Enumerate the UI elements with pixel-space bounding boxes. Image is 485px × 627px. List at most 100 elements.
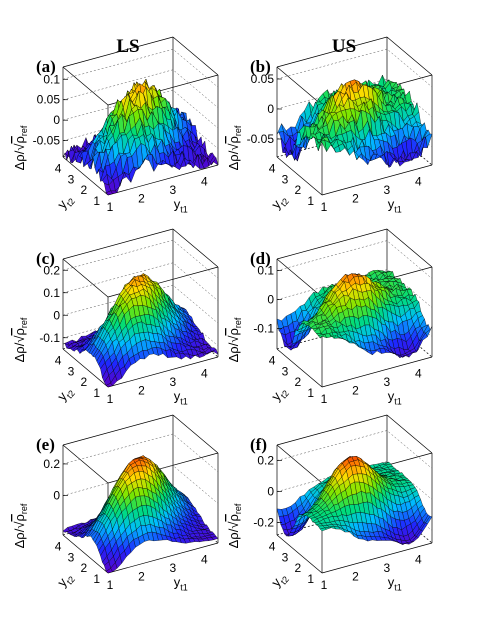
y-tick-label: 1 <box>307 194 314 208</box>
x-axis-title: yt1 <box>388 197 402 215</box>
surface-mesh <box>62 78 219 196</box>
x-tick-label: 2 <box>352 569 359 583</box>
y-axis-title: yt2 <box>268 569 291 591</box>
z-gridline <box>62 48 219 88</box>
box-edge <box>276 414 388 446</box>
y-tick-label: 1 <box>93 572 100 586</box>
y-tick-label: 2 <box>80 375 87 389</box>
z-gridline <box>62 433 219 473</box>
x-tick-label: 2 <box>352 191 359 205</box>
z-tick-label: 0.1 <box>257 264 274 278</box>
y-axis-title: yt2 <box>54 191 77 213</box>
z-tick-label: -0.1 <box>253 322 274 336</box>
box-edge <box>172 414 219 454</box>
box-edge <box>276 348 323 388</box>
surface-cell <box>319 139 327 152</box>
y-tick-label: 4 <box>269 161 276 175</box>
y-tick-label: 1 <box>93 194 100 208</box>
y-tick-label: 3 <box>282 550 289 564</box>
x-tick-label: 4 <box>415 366 422 380</box>
y-axis-title: yt2 <box>268 191 291 213</box>
panel-label: (d) <box>250 249 271 268</box>
box-edge <box>276 66 323 106</box>
z-tick-label: 0.2 <box>43 457 60 471</box>
z-gridline <box>62 110 219 149</box>
box-edge <box>276 444 323 484</box>
y-tick-label: 2 <box>294 375 301 389</box>
x-axis-title: yt1 <box>388 575 402 593</box>
z-tick-label: -0.1 <box>39 331 60 345</box>
y-tick-label: 2 <box>294 561 301 575</box>
x-tick-label: 1 <box>107 578 114 592</box>
y-tick-label: 3 <box>68 172 75 186</box>
surface-mesh <box>276 269 433 359</box>
z-tick-label: -0.05 <box>33 134 61 148</box>
y-tick-label: 3 <box>282 172 289 186</box>
box-edge <box>276 228 388 260</box>
x-tick-label: 4 <box>415 552 422 566</box>
x-axis-title: yt1 <box>174 197 188 215</box>
box-edge <box>321 356 433 388</box>
y-tick-label: 4 <box>269 353 276 367</box>
z-axis-title: Δρ/√ρref <box>226 125 243 170</box>
panel-label: (f) <box>250 435 267 454</box>
y-tick-label: 4 <box>55 353 62 367</box>
x-tick-label: 4 <box>201 552 208 566</box>
box-edge <box>62 534 109 574</box>
z-axis-title: Δρ/√ρref <box>226 503 243 548</box>
z-tick-label: -0.05 <box>247 132 275 146</box>
z-gridline <box>62 69 219 108</box>
box-edge <box>107 356 219 388</box>
y-tick-label: 2 <box>80 183 87 197</box>
column-header-us: US <box>332 36 356 57</box>
z-axis-title: Δρ/√ρref <box>12 503 29 548</box>
x-tick-label: 4 <box>415 174 422 188</box>
z-gridline <box>62 89 219 129</box>
surface-cell <box>105 382 113 388</box>
z-tick-label: 0 <box>267 102 274 116</box>
z-axis-title: Δρ/√ρref <box>12 125 29 170</box>
y-tick-label: 3 <box>68 550 75 564</box>
x-tick-label: 3 <box>170 183 177 197</box>
panel-label: (c) <box>36 249 55 268</box>
x-tick-label: 4 <box>201 174 208 188</box>
x-tick-label: 2 <box>138 383 145 397</box>
z-tick-label: 0 <box>53 308 60 322</box>
box-edge <box>62 228 174 260</box>
y-tick-label: 1 <box>307 386 314 400</box>
z-gridline <box>276 269 433 308</box>
y-tick-label: 1 <box>307 572 314 586</box>
box-edge <box>276 258 323 298</box>
box-edge <box>62 348 109 388</box>
x-tick-label: 2 <box>138 191 145 205</box>
x-tick-label: 3 <box>384 183 391 197</box>
z-tick-label: 0.1 <box>43 286 60 300</box>
x-tick-label: 3 <box>384 561 391 575</box>
column-header-ls: LS <box>116 36 139 57</box>
box-edge <box>276 36 388 68</box>
z-gridline <box>276 240 433 279</box>
z-tick-label: 0.05 <box>37 93 61 107</box>
z-gridline <box>62 284 219 324</box>
z-tick-label: 0 <box>53 113 60 127</box>
surface-mesh <box>62 455 219 574</box>
y-tick-label: 4 <box>269 539 276 553</box>
z-tick-label: 0 <box>267 293 274 307</box>
y-tick-label: 4 <box>55 161 62 175</box>
panel-label: (b) <box>250 57 271 76</box>
x-tick-label: 1 <box>321 578 328 592</box>
surface-cell <box>320 333 327 339</box>
z-tick-label: 0 <box>267 485 274 499</box>
box-edge <box>276 156 323 196</box>
surface-cell <box>105 190 113 196</box>
x-tick-label: 1 <box>321 200 328 214</box>
y-axis-title: yt2 <box>268 383 291 405</box>
box-edge <box>62 444 109 484</box>
panel-label: (e) <box>36 435 55 454</box>
x-tick-label: 3 <box>384 375 391 389</box>
